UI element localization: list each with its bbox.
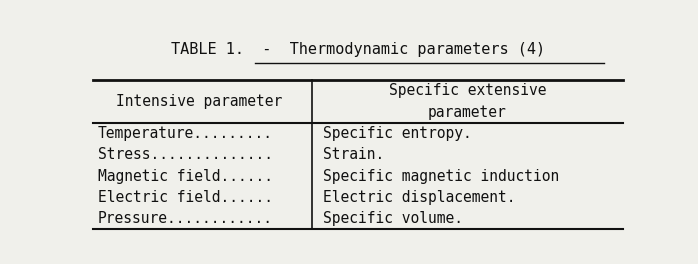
Text: Electric displacement.: Electric displacement.	[322, 190, 515, 205]
Text: Specific volume.: Specific volume.	[322, 211, 463, 226]
Text: Specific extensive
parameter: Specific extensive parameter	[389, 83, 546, 120]
Text: Specific magnetic induction: Specific magnetic induction	[322, 168, 559, 183]
Text: Pressure............: Pressure............	[98, 211, 273, 226]
Text: Specific entropy.: Specific entropy.	[322, 126, 471, 141]
Text: Electric field......: Electric field......	[98, 190, 273, 205]
Text: TABLE 1.  -  Thermodynamic parameters (4): TABLE 1. - Thermodynamic parameters (4)	[171, 42, 544, 57]
Text: Magnetic field......: Magnetic field......	[98, 168, 273, 183]
Text: Strain.: Strain.	[322, 147, 384, 162]
Text: Temperature.........: Temperature.........	[98, 126, 273, 141]
Text: Stress..............: Stress..............	[98, 147, 273, 162]
Text: Intensive parameter: Intensive parameter	[117, 94, 283, 109]
